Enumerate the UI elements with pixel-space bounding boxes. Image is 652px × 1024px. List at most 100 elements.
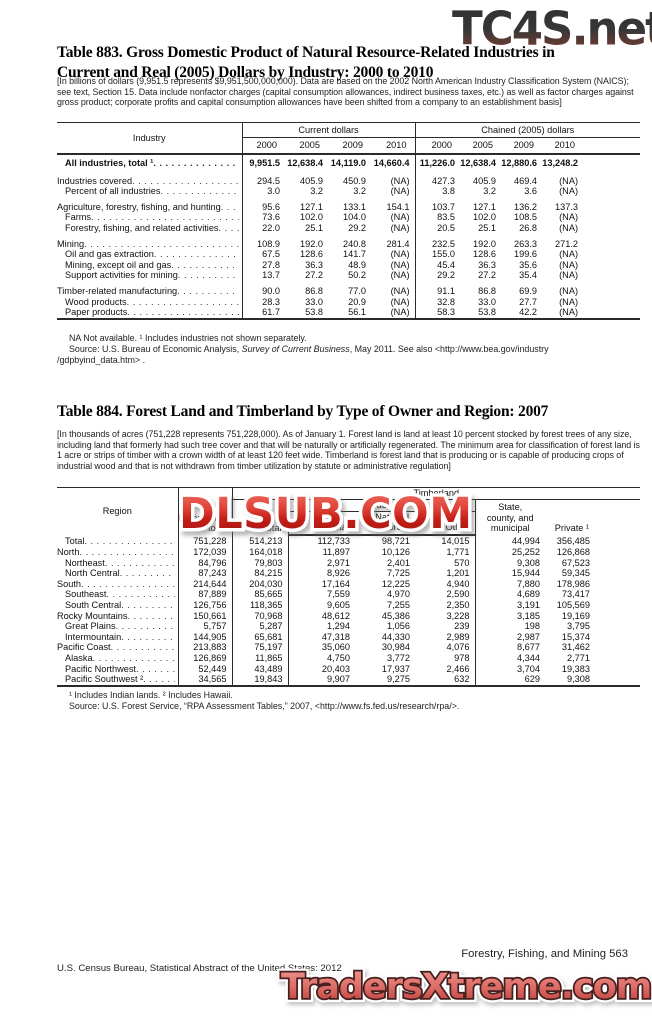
- cell-value: 25,252: [474, 547, 545, 558]
- cell-value: 27.2: [305, 270, 323, 281]
- column-header-year: 2010: [542, 137, 584, 155]
- cell-filler: [583, 212, 640, 223]
- table-row: Mining, except oil and gas 27.8 36.3 48.9 (N…: [57, 259, 640, 271]
- table-row: Oil and gas extraction 67.5 128.6 141.7 (NA)…: [57, 249, 640, 260]
- cell-value: 28.3: [241, 296, 285, 308]
- cell-value: 213,883: [177, 642, 232, 653]
- cell-value: 2,350: [446, 599, 470, 610]
- cell-value: 126,756: [177, 599, 232, 611]
- cell-value: 91.1: [414, 280, 461, 297]
- cell-value: 42.2: [519, 307, 538, 318]
- row-label: Paper products: [57, 307, 242, 319]
- cell-value: 3.2: [483, 186, 497, 197]
- row-label: Timber-related manufacturing: [57, 281, 242, 297]
- row-label: Oil and gas extraction: [57, 249, 242, 260]
- cell-value: 73,417: [561, 589, 590, 600]
- cell-filler: [583, 270, 640, 281]
- watermark-outline: TradersXtreme.com: [279, 965, 652, 1009]
- cell-value: 19,169: [561, 610, 590, 621]
- column-header-year: 2009: [328, 137, 371, 155]
- row-label-text: Mining: [57, 238, 85, 249]
- cell-filler: [583, 197, 640, 213]
- row-label-text: Forestry, fishing, and related activitie…: [65, 222, 219, 233]
- dot-leader: [105, 558, 175, 569]
- footnote-source: Source: U.S. Bureau of Economic Analysis…: [57, 344, 641, 355]
- column-header-state-county-municipal: State, county, and municipal: [474, 499, 545, 536]
- header-line: National: [355, 512, 409, 522]
- cell-value: 127.1: [300, 201, 323, 212]
- cell-value: 12,638.4: [460, 158, 497, 168]
- cell-filler: [595, 558, 640, 569]
- cell-value: 751,228: [177, 535, 232, 547]
- cell-value: (NA): [559, 175, 579, 186]
- table-row: All industries, total ¹9,951.512,638.414…: [57, 154, 640, 171]
- cell-value: 53.8: [305, 307, 323, 318]
- cell-value: 14,015: [441, 536, 470, 547]
- cell-filler: [583, 249, 640, 260]
- cell-filler: [595, 674, 640, 686]
- cell-value: 83.5: [414, 212, 461, 223]
- cell-value: 87,889: [177, 589, 232, 600]
- cell-value: 4,076: [446, 642, 470, 653]
- row-label-text: All industries, total ¹: [65, 158, 154, 168]
- cell-value: 58.3: [414, 307, 461, 319]
- cell-value: 8,926: [287, 568, 355, 579]
- cell-value: 3,191: [474, 599, 545, 611]
- row-label: Southeast: [57, 589, 178, 600]
- cell-value: 1,201: [446, 568, 470, 579]
- column-header-filler: [583, 137, 641, 155]
- table883-note: [In billions of dollars (9,951.5 represe…: [57, 76, 634, 108]
- cell-value: 9,275: [387, 674, 410, 685]
- cell-value: 10,126: [381, 547, 410, 557]
- row-label: Great Plains: [57, 621, 178, 632]
- cell-value: 53.8: [478, 307, 497, 318]
- row-label: Total: [57, 535, 178, 547]
- row-label: All industries, total ¹: [57, 154, 242, 171]
- cell-value: 17,164: [287, 578, 355, 590]
- cell-value: 232.5: [414, 233, 461, 250]
- table-883: Industry Current dollars Chained (2005) …: [57, 122, 641, 320]
- row-label: Pacific Coast: [57, 642, 178, 653]
- cell-value: 84,796: [177, 557, 232, 569]
- column-header-year: 2009: [501, 137, 543, 155]
- cell-value: 36.3: [478, 259, 497, 270]
- cell-value: 13.7: [241, 270, 285, 281]
- cell-value: 27.2: [478, 270, 497, 281]
- cell-value: 214,644: [177, 578, 232, 590]
- cell-value: (NA): [390, 296, 410, 307]
- cell-value: 356,485: [556, 535, 590, 546]
- cell-value: 50.2: [348, 270, 366, 281]
- cell-value: 15,944: [474, 568, 545, 579]
- row-label-text: North: [57, 547, 80, 557]
- cell-value: 2,590: [446, 589, 470, 600]
- cell-value: 84,215: [231, 568, 288, 579]
- footnote-source: Source: U.S. Forest Service, “RPA Assess…: [69, 701, 460, 711]
- cell-value: 33.0: [478, 296, 497, 307]
- header-line: municipal: [490, 522, 530, 533]
- cell-value: 3,185: [474, 610, 545, 622]
- cell-value: 198: [474, 621, 545, 632]
- source-text: Source: U.S. Bureau of Economic Analysis…: [69, 344, 242, 354]
- row-label-text: Percent of all industries: [65, 186, 161, 197]
- cell-filler: [583, 186, 640, 197]
- cell-filler: [595, 642, 640, 653]
- cell-value: 632: [454, 674, 470, 685]
- dot-leader: [127, 611, 174, 622]
- row-label-text: North Central: [65, 568, 120, 579]
- cell-value: 128.6: [300, 249, 323, 260]
- cell-value: 2,771: [567, 652, 590, 663]
- cell-filler: [583, 171, 640, 187]
- page-header-chapter: Forestry, Fishing, and Mining 563: [461, 948, 628, 960]
- row-label-text: Timber-related manufacturing: [57, 285, 178, 296]
- cell-value: 1,056: [387, 621, 410, 632]
- dot-leader: [143, 674, 174, 685]
- row-label-text: South: [57, 578, 82, 589]
- cell-filler: [583, 307, 640, 319]
- row-label: Percent of all industries: [57, 186, 242, 197]
- cell-value: 133.1: [343, 201, 366, 212]
